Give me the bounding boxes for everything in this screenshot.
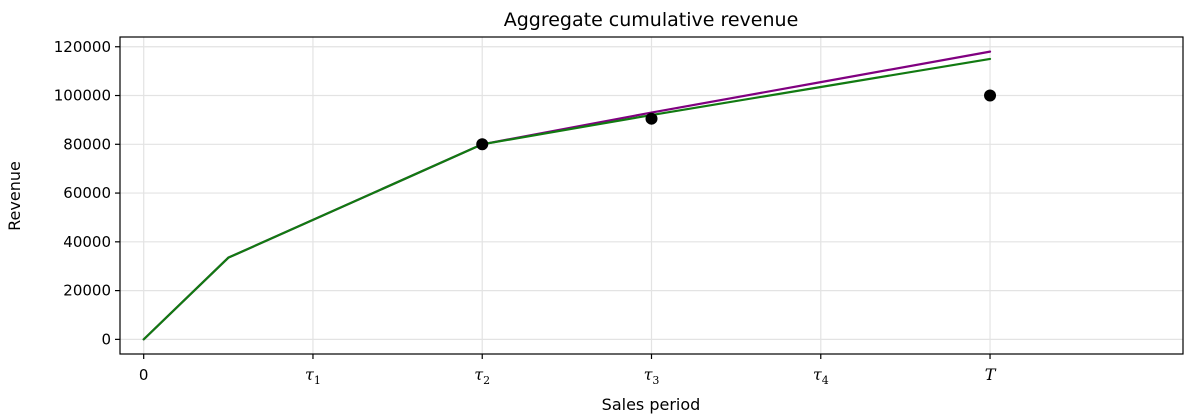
chart-title: Aggregate cumulative revenue [504,9,799,31]
series-layer [142,50,992,341]
grid [120,37,1183,354]
y-tick-label: 100000 [54,87,111,105]
x-tick-label: 0 [139,366,149,384]
series-line-1 [142,50,992,341]
x-axis: 0 τ1 τ2 τ3 τ4 T [139,354,997,387]
x-tick-label: τ4 [813,365,829,387]
series-line-2 [142,57,992,341]
x-axis-label: Sales period [602,395,701,414]
data-point [476,138,489,151]
x-tick-label: τ1 [305,365,321,387]
x-tick-label: τ2 [474,365,490,387]
y-tick-label: 60000 [63,184,111,202]
x-tick-label: T [985,365,997,384]
y-tick-label: 0 [101,330,111,348]
y-tick-label: 120000 [54,38,111,56]
y-axis: 0 20000 40000 60000 80000 100000 120000 [54,38,120,348]
x-tick-label: τ3 [644,365,660,387]
data-point [984,89,997,102]
y-tick-label: 20000 [63,282,111,300]
data-point [645,112,658,125]
y-tick-label: 80000 [63,135,111,153]
points-layer [476,89,997,151]
y-axis-label: Revenue [5,161,24,231]
y-tick-label: 40000 [63,233,111,251]
